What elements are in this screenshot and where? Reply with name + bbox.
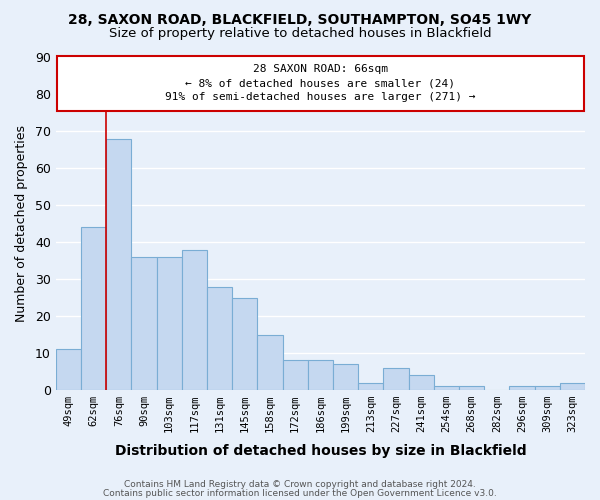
FancyBboxPatch shape <box>57 56 584 111</box>
Bar <box>106 139 131 390</box>
Bar <box>509 386 535 390</box>
Bar <box>383 368 409 390</box>
X-axis label: Distribution of detached houses by size in Blackfield: Distribution of detached houses by size … <box>115 444 526 458</box>
Bar <box>560 382 585 390</box>
Bar <box>409 375 434 390</box>
Bar <box>232 298 257 390</box>
Bar <box>157 257 182 390</box>
Bar <box>257 334 283 390</box>
Bar <box>207 286 232 390</box>
Bar <box>283 360 308 390</box>
Bar <box>81 228 106 390</box>
Bar <box>333 364 358 390</box>
Text: Contains public sector information licensed under the Open Government Licence v3: Contains public sector information licen… <box>103 488 497 498</box>
Text: 28 SAXON ROAD: 66sqm
← 8% of detached houses are smaller (24)
91% of semi-detach: 28 SAXON ROAD: 66sqm ← 8% of detached ho… <box>165 64 476 102</box>
Bar <box>182 250 207 390</box>
Bar <box>358 382 383 390</box>
Text: 28, SAXON ROAD, BLACKFIELD, SOUTHAMPTON, SO45 1WY: 28, SAXON ROAD, BLACKFIELD, SOUTHAMPTON,… <box>68 12 532 26</box>
Text: Contains HM Land Registry data © Crown copyright and database right 2024.: Contains HM Land Registry data © Crown c… <box>124 480 476 489</box>
Bar <box>131 257 157 390</box>
Bar <box>308 360 333 390</box>
Bar <box>434 386 459 390</box>
Y-axis label: Number of detached properties: Number of detached properties <box>15 126 28 322</box>
Bar <box>459 386 484 390</box>
Bar <box>535 386 560 390</box>
Text: Size of property relative to detached houses in Blackfield: Size of property relative to detached ho… <box>109 28 491 40</box>
Bar <box>56 350 81 390</box>
